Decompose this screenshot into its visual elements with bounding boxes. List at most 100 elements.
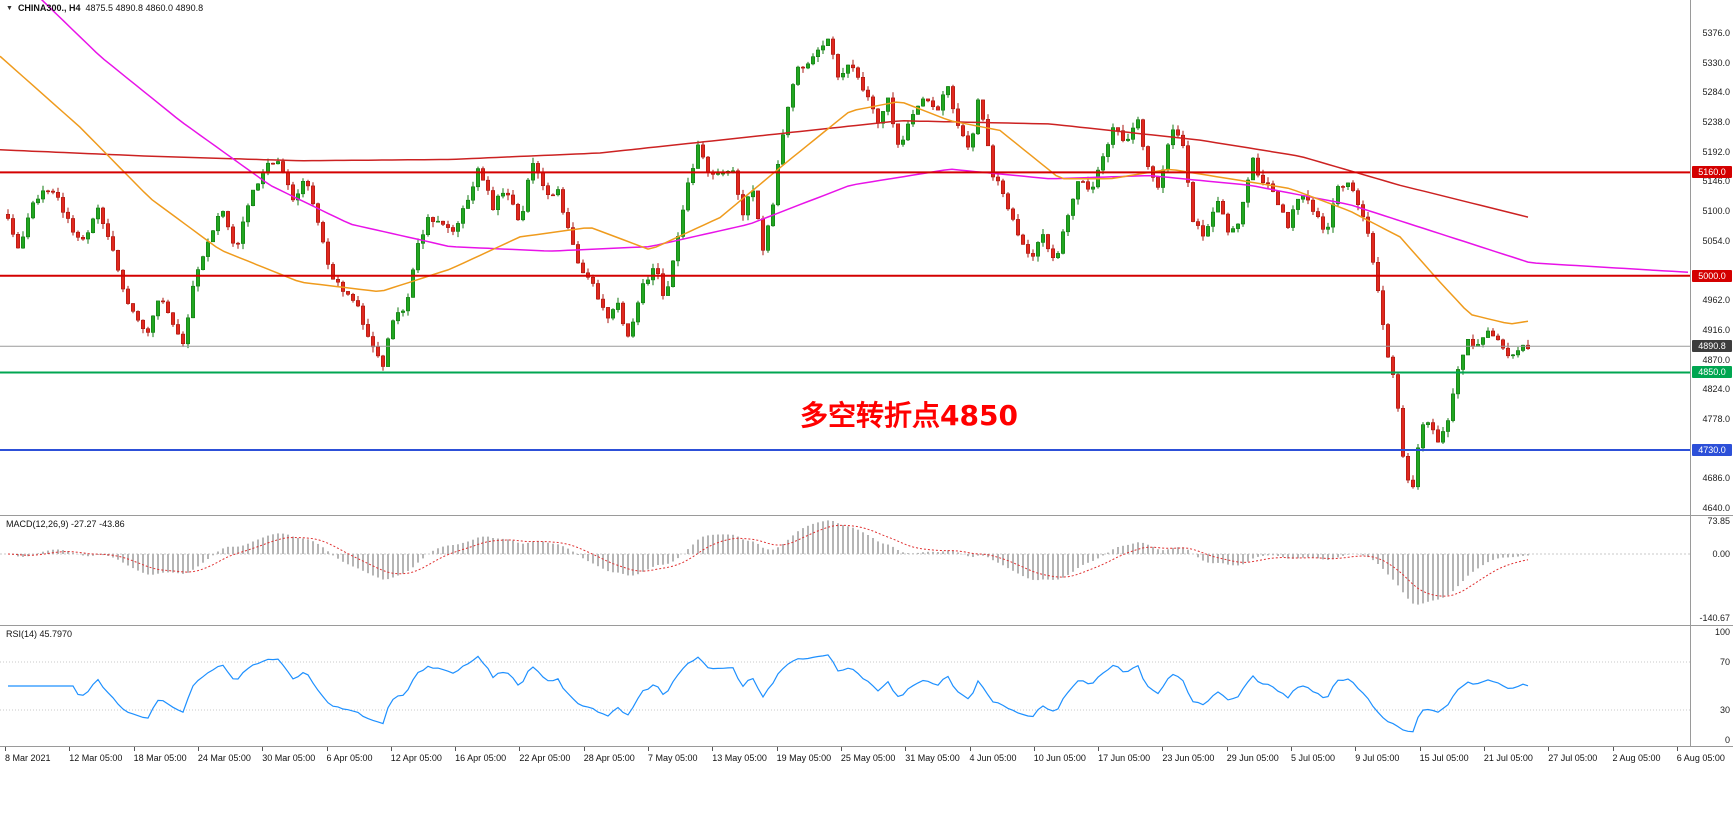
ohlc-values: 4875.5 4890.8 4860.0 4890.8 <box>85 3 204 13</box>
rsi-name: RSI(14) <box>6 629 38 639</box>
time-axis-tick <box>969 747 971 751</box>
time-axis-tick <box>1676 747 1678 751</box>
panel-separator[interactable] <box>0 515 1733 516</box>
time-axis-label: 23 Jun 05:00 <box>1162 753 1215 763</box>
price-axis-label: 5376.0 <box>1702 28 1730 38</box>
price-axis[interactable]: 5376.0 5330.0 5284.0 5238.0 5192.0 5146.0 5100… <box>1691 0 1733 515</box>
macd-canvas[interactable] <box>0 516 1690 625</box>
time-axis-tick <box>519 747 521 751</box>
time-axis-label: 28 Apr 05:00 <box>583 753 635 763</box>
price-axis-label: 5330.0 <box>1702 58 1730 68</box>
time-axis-tick <box>1355 747 1357 751</box>
panel-separator[interactable] <box>0 625 1733 626</box>
time-axis-label: 6 Aug 05:00 <box>1676 753 1725 763</box>
time-axis-label: 8 Mar 2021 <box>5 753 51 763</box>
price-tag-pivot-4850: 4850.0 <box>1692 366 1732 378</box>
time-axis-label: 12 Apr 05:00 <box>390 753 442 763</box>
time-axis-label: 25 May 05:00 <box>840 753 896 763</box>
time-axis-tick <box>197 747 199 751</box>
time-axis-label: 30 Mar 05:00 <box>262 753 316 763</box>
macd-axis-label: 73.85 <box>1707 516 1730 526</box>
time-axis-tick <box>5 747 6 751</box>
rsi-axis-label: 70 <box>1719 657 1730 667</box>
time-axis-label: 15 Jul 05:00 <box>1419 753 1469 763</box>
time-axis-tick <box>133 747 135 751</box>
price-axis-label: 4640.0 <box>1702 503 1730 513</box>
time-axis-tick <box>776 747 778 751</box>
price-axis-label: 5192.0 <box>1702 147 1730 157</box>
rsi-axis-label: 0 <box>1724 735 1730 745</box>
price-axis-label: 4962.0 <box>1702 295 1730 305</box>
time-axis-tick <box>390 747 392 751</box>
time-axis-label: 5 Jul 05:00 <box>1291 753 1336 763</box>
price-axis-label: 4824.0 <box>1702 384 1730 394</box>
time-axis-tick <box>1162 747 1164 751</box>
time-axis-tick <box>1033 747 1035 751</box>
macd-axis-label: 0.00 <box>1712 549 1730 559</box>
time-axis-label: 6 Apr 05:00 <box>326 753 373 763</box>
price-axis-label: 4686.0 <box>1702 473 1730 483</box>
chart-annotation[interactable]: 多空转折点4850 <box>800 399 1018 432</box>
chart-header: ▼ CHINA300., H4 4875.5 4890.8 4860.0 489… <box>6 3 203 13</box>
time-axis[interactable]: 8 Mar 2021 12 Mar 05:00 18 Mar 05:00 24 Mar… <box>0 746 1733 839</box>
time-axis-tick <box>712 747 714 751</box>
rsi-axis: 100 70 30 0 <box>1691 626 1733 746</box>
time-axis-label: 10 Jun 05:00 <box>1033 753 1086 763</box>
time-axis-label: 27 Jul 05:00 <box>1548 753 1598 763</box>
price-tag-support-5000: 5000.0 <box>1692 270 1732 282</box>
time-axis-label: 29 Jun 05:00 <box>1226 753 1279 763</box>
time-axis-tick <box>1419 747 1421 751</box>
price-axis-label: 4916.0 <box>1702 325 1730 335</box>
price-tag-current-price: 4890.8 <box>1692 340 1732 352</box>
rsi-axis-label: 30 <box>1719 705 1730 715</box>
time-axis-tick <box>840 747 842 751</box>
price-axis-label: 5054.0 <box>1702 236 1730 246</box>
time-axis-label: 2 Aug 05:00 <box>1612 753 1661 763</box>
macd-name: MACD(12,26,9) <box>6 519 69 529</box>
time-axis-label: 18 Mar 05:00 <box>133 753 187 763</box>
time-axis-label: 21 Jul 05:00 <box>1483 753 1533 763</box>
symbol-dropdown-icon[interactable]: ▼ <box>6 4 13 12</box>
time-axis-label: 4 Jun 05:00 <box>969 753 1017 763</box>
time-axis-tick <box>1612 747 1614 751</box>
time-axis-label: 17 Jun 05:00 <box>1098 753 1151 763</box>
price-axis-label: 4778.0 <box>1702 414 1730 424</box>
price-axis-label: 5238.0 <box>1702 117 1730 127</box>
price-axis-label: 5100.0 <box>1702 206 1730 216</box>
rsi-canvas[interactable] <box>0 626 1690 746</box>
axis-divider <box>1690 0 1691 746</box>
time-axis-tick <box>1483 747 1485 751</box>
price-tag-support-4730: 4730.0 <box>1692 444 1732 456</box>
rsi-value: 45.7970 <box>39 629 73 639</box>
time-axis-tick <box>262 747 264 751</box>
price-tag-resistance-5160: 5160.0 <box>1692 166 1732 178</box>
time-axis-tick <box>905 747 907 751</box>
price-axis-label: 4870.0 <box>1702 355 1730 365</box>
time-axis-tick <box>1226 747 1228 751</box>
time-axis-tick <box>69 747 71 751</box>
time-axis-label: 24 Mar 05:00 <box>197 753 251 763</box>
time-axis-tick <box>326 747 328 751</box>
time-axis-tick <box>455 747 457 751</box>
time-axis-label: 31 May 05:00 <box>905 753 960 763</box>
macd-values: -27.27 -43.86 <box>71 519 125 529</box>
time-axis-label: 13 May 05:00 <box>712 753 767 763</box>
macd-axis: 73.85 0.00 -140.67 <box>1691 516 1733 625</box>
time-axis-label: 7 May 05:00 <box>648 753 698 763</box>
price-axis-label: 5146.0 <box>1702 176 1730 186</box>
time-axis-tick <box>1548 747 1550 751</box>
macd-indicator-label: MACD(12,26,9) -27.27 -43.86 <box>6 519 125 529</box>
time-axis-label: 12 Mar 05:00 <box>69 753 123 763</box>
time-axis-label: 16 Apr 05:00 <box>455 753 507 763</box>
price-chart-canvas[interactable] <box>0 0 1690 515</box>
symbol-timeframe-label: CHINA300., H4 <box>17 3 81 13</box>
time-axis-label: 9 Jul 05:00 <box>1355 753 1400 763</box>
price-axis-label: 5284.0 <box>1702 87 1730 97</box>
time-axis-tick <box>583 747 585 751</box>
macd-axis-label: -140.67 <box>1699 613 1730 623</box>
time-axis-tick <box>648 747 649 751</box>
rsi-axis-label: 100 <box>1714 627 1730 637</box>
time-axis-tick <box>1291 747 1292 751</box>
time-axis-label: 19 May 05:00 <box>776 753 832 763</box>
